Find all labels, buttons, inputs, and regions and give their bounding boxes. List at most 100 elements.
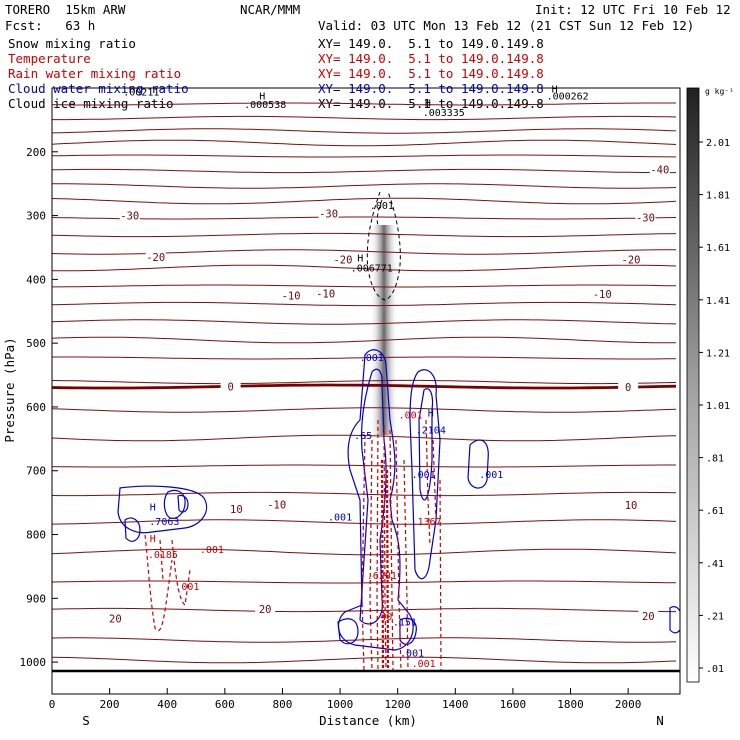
isotherm-line bbox=[52, 128, 677, 134]
field-name-temperature: Temperature bbox=[8, 51, 91, 66]
field-annotation: H bbox=[552, 84, 558, 95]
field-annotation: H bbox=[259, 91, 265, 102]
isotherm-line bbox=[52, 216, 677, 220]
temperature-label: 20 bbox=[259, 604, 272, 616]
field-annotation: .0185 bbox=[148, 550, 178, 561]
field-annotation: .1367 bbox=[411, 517, 441, 528]
field-annotation: .00211 bbox=[123, 88, 159, 99]
field-annotation: .7063 bbox=[149, 517, 179, 528]
temperature-label-bg bbox=[621, 499, 642, 511]
temperature-label-bg bbox=[621, 253, 642, 265]
temperature-label-bg bbox=[220, 380, 241, 392]
temperature-label: 20 bbox=[109, 614, 122, 626]
field-annotation: .003335 bbox=[423, 108, 465, 119]
y-axis-label: Pressure (hPa) bbox=[2, 337, 17, 442]
isotherm-line bbox=[52, 319, 677, 325]
field-xy-cloud-ice: XY= 149.0. 5.1 to 149.0.149.8 bbox=[318, 96, 544, 111]
isotherm-line bbox=[52, 154, 676, 158]
field-annotation: .001 bbox=[412, 470, 436, 481]
x-tick-label: 1600 bbox=[500, 698, 527, 711]
field-annotation: .001 bbox=[400, 648, 424, 659]
isotherm-line bbox=[52, 102, 676, 106]
isotherm-line bbox=[52, 637, 677, 643]
field-annotation: .001 bbox=[412, 659, 436, 670]
temperature-label: 10 bbox=[230, 504, 243, 516]
colorbar bbox=[686, 87, 700, 683]
isotherm-line bbox=[52, 183, 677, 189]
colorbar-tick-label: .81 bbox=[706, 454, 724, 465]
field-xy-snow: XY= 149.0. 5.1 to 149.0.149.8 bbox=[318, 36, 544, 51]
y-tick-label: 900 bbox=[26, 592, 46, 605]
temperature-label-bg bbox=[226, 503, 247, 515]
isotherm-line bbox=[52, 379, 677, 385]
field-annotation: .001 bbox=[479, 470, 503, 481]
temperature-label-bg bbox=[281, 289, 302, 301]
y-tick-label: 600 bbox=[26, 401, 46, 414]
isotherm-line bbox=[52, 607, 676, 613]
temperature-label-bg bbox=[255, 603, 276, 615]
temperature-label-bg bbox=[105, 612, 126, 624]
field-annotation: .001 bbox=[370, 201, 394, 212]
x-tick-label: 2000 bbox=[615, 698, 642, 711]
temperature-label-bg bbox=[649, 163, 670, 175]
field-annotation: .001 bbox=[399, 410, 423, 421]
field-annotation: .151 bbox=[393, 618, 417, 629]
field-annotation: .001 bbox=[328, 512, 352, 523]
field-xy-temperature: XY= 149.0. 5.1 to 149.0.149.8 bbox=[318, 51, 544, 66]
isotherm-line bbox=[52, 284, 677, 288]
temperature-label-bg bbox=[618, 381, 639, 393]
temperature-label: -40 bbox=[650, 165, 669, 177]
field-name-snow: Snow mixing ratio bbox=[8, 36, 136, 51]
temperature-label: -20 bbox=[622, 255, 641, 267]
field-annotation: .000262 bbox=[547, 91, 589, 102]
field-annotation: .001 bbox=[360, 353, 384, 364]
field-annotation: H bbox=[357, 254, 363, 265]
temperature-label: -30 bbox=[120, 211, 139, 223]
x-tick-label: 0 bbox=[49, 698, 56, 711]
field-annotation: H bbox=[428, 409, 434, 420]
temperature-label-bg bbox=[638, 610, 659, 622]
x-tick-label: 600 bbox=[215, 698, 235, 711]
field-annotation: H bbox=[425, 98, 431, 109]
isotherm-line bbox=[52, 168, 676, 174]
colorbar-tick-label: .01 bbox=[706, 664, 724, 675]
cloud-water-contours bbox=[117, 349, 680, 651]
org-title: NCAR/MMM bbox=[240, 2, 301, 17]
colorbar-tick-label: .41 bbox=[706, 559, 724, 570]
model-title: TORERO 15km ARW bbox=[5, 2, 126, 17]
cloud-ice-contours bbox=[366, 191, 401, 301]
annotations: -40 -30 -30 -30 -20 -20 -20 -10 -10 -10 0 0 10 -10 10 2… bbox=[105, 84, 670, 670]
colorbar-ticks: 2.01 1.81 1.61 1.41 1.21 1.01 .81 .61 .41 .21 .01 bbox=[699, 138, 730, 675]
isotherm-line bbox=[52, 264, 677, 272]
field-annotation: .000538 bbox=[244, 100, 286, 111]
temperature-label: -10 bbox=[267, 500, 286, 512]
temperature-label-bg bbox=[332, 253, 353, 265]
valid-time: Valid: 03 UTC Mon 13 Feb 12 (21 CST Sun … bbox=[318, 18, 695, 33]
colorbar-tick-label: .61 bbox=[706, 506, 724, 517]
colorbar-tick-label: 1.81 bbox=[706, 191, 730, 202]
isotherm-line bbox=[52, 519, 677, 525]
field-annotation: .65 bbox=[354, 431, 372, 442]
isotherm-line bbox=[52, 139, 677, 147]
temperature-label: 0 bbox=[227, 382, 233, 394]
field-name-rain: Rain water mixing ratio bbox=[8, 66, 182, 81]
freezing-level-line bbox=[52, 383, 677, 390]
field-annotation: .001 bbox=[200, 545, 224, 556]
isotherm-line bbox=[52, 656, 677, 664]
colorbar-tick-label: 1.61 bbox=[706, 243, 730, 254]
south-label: S bbox=[82, 713, 90, 728]
plot-frame bbox=[51, 87, 681, 695]
temperature-label: -10 bbox=[593, 289, 612, 301]
temperature-label: -30 bbox=[319, 209, 338, 221]
temperature-label: -30 bbox=[636, 212, 655, 224]
axes: 0 200 400 600 800 1000 1200 1400 1600 1800 2000200… bbox=[20, 146, 642, 711]
temperature-label-bg bbox=[145, 251, 166, 263]
rain-water-contours bbox=[144, 419, 442, 671]
temperature-label: -20 bbox=[146, 252, 165, 264]
temperature-label: 0 bbox=[625, 382, 631, 394]
isotherm-line bbox=[52, 336, 676, 344]
y-tick-label: 300 bbox=[26, 210, 46, 223]
colorbar-unit: g kg⁻¹ bbox=[705, 87, 734, 96]
x-tick-label: 800 bbox=[273, 698, 293, 711]
isotherm-line bbox=[52, 115, 677, 121]
